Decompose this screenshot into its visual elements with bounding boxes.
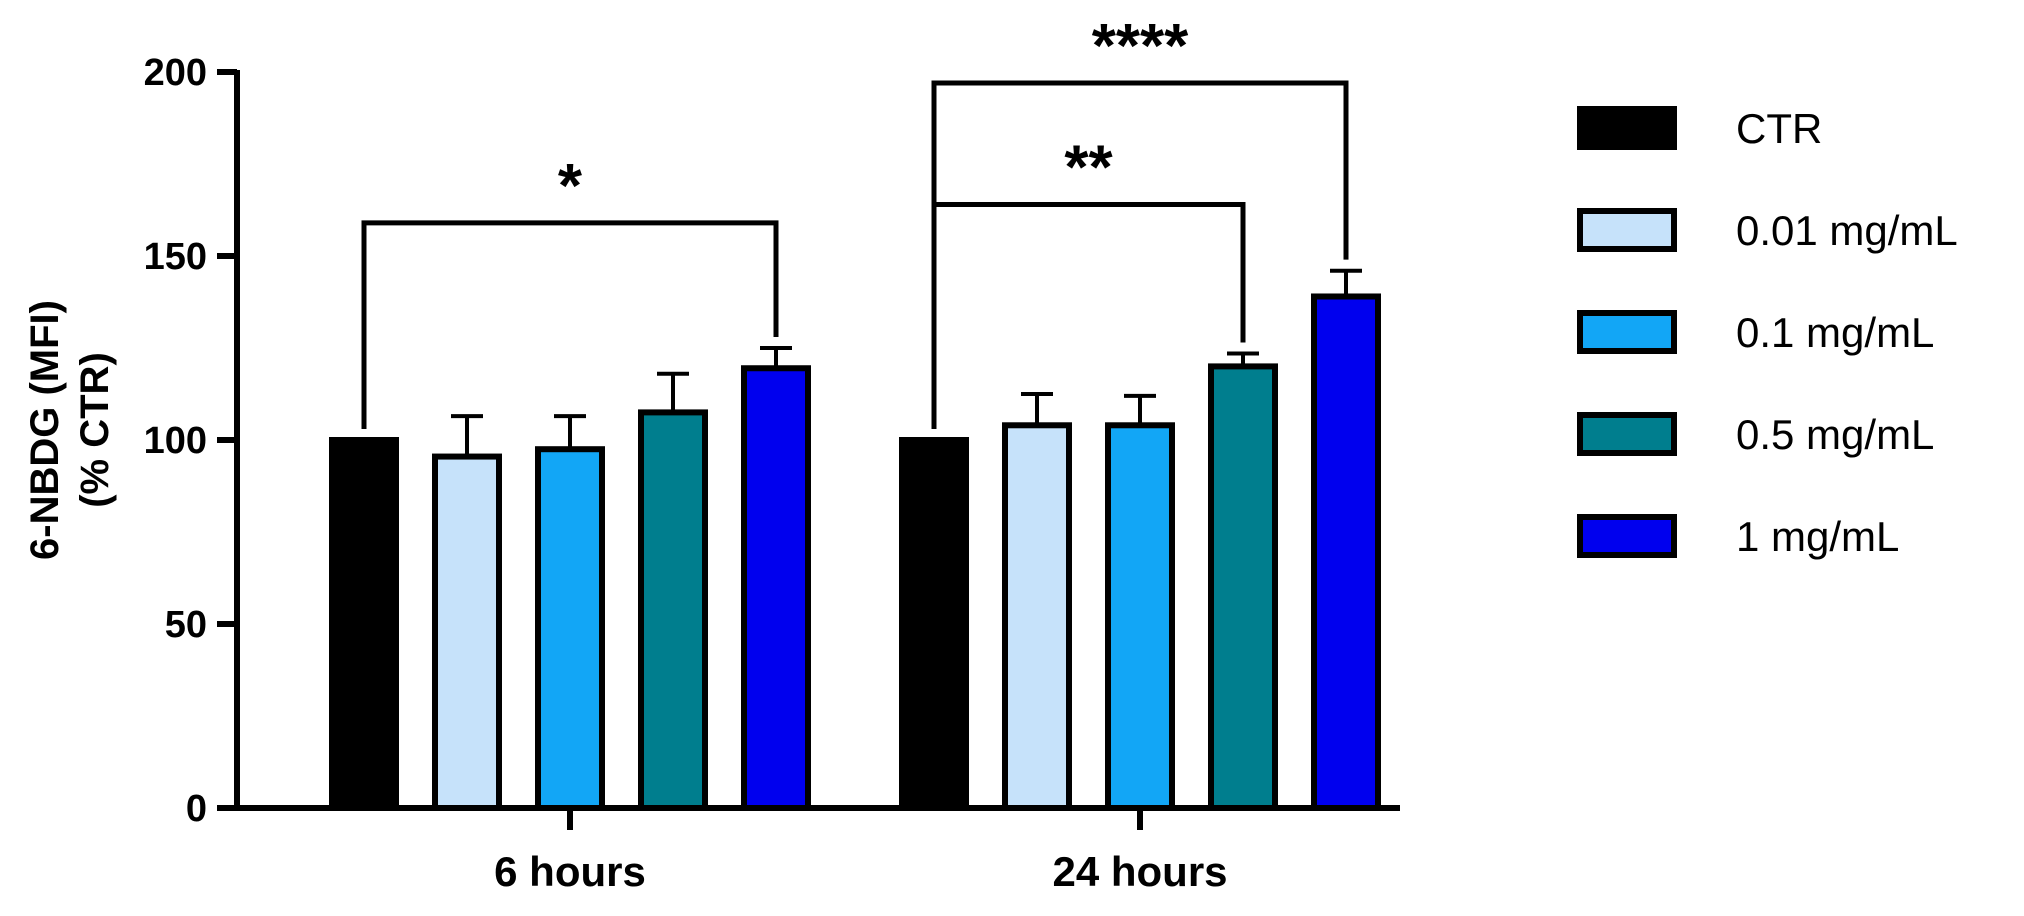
legend-label-2: 0.1 mg/mL <box>1736 309 1934 356</box>
x-tick-label-0: 6 hours <box>494 848 646 895</box>
bar-2-1 <box>1105 422 1175 811</box>
significance-label-1: ** <box>1064 133 1113 202</box>
bar-3-0 <box>638 409 708 811</box>
bar-1-0 <box>432 453 502 811</box>
significance-bracket-2 <box>931 80 1349 429</box>
bar-0-1 <box>899 437 969 811</box>
bar-4-1 <box>1311 293 1381 811</box>
legend-swatch-2 <box>1577 310 1677 354</box>
y-axis-title-line1: 6-NBDG (MFI) <box>23 300 67 560</box>
axes: 0 50 100 150 200 6 hours 24 hours <box>144 52 1400 895</box>
x-tick-label-1: 24 hours <box>1052 848 1227 895</box>
bar-3-1 <box>1208 363 1278 811</box>
bar-1-1 <box>1002 422 1072 811</box>
legend-label-3: 0.5 mg/mL <box>1736 411 1934 458</box>
significance-label-2: **** <box>1092 12 1189 81</box>
legend-label-0: CTR <box>1736 105 1822 152</box>
y-tick-label-200: 200 <box>144 52 207 94</box>
y-axis-title-line2: (% CTR) <box>73 352 117 508</box>
bar-0-0 <box>329 437 399 811</box>
legend: CTR 0.01 mg/mL 0.1 mg/mL 0.5 mg/mL 1 mg/mL <box>1577 105 1958 560</box>
significance-bracket-1 <box>931 201 1246 429</box>
y-tick-label-0: 0 <box>186 788 207 830</box>
significance-label-0: * <box>558 152 583 221</box>
bars <box>329 268 1381 811</box>
significance-bracket-0 <box>361 220 779 429</box>
legend-swatch-3 <box>1577 412 1677 456</box>
y-tick-label-150: 150 <box>144 236 207 278</box>
legend-swatch-4 <box>1577 514 1677 558</box>
y-tick-label-50: 50 <box>165 604 207 646</box>
bar-2-0 <box>535 446 605 811</box>
legend-label-1: 0.01 mg/mL <box>1736 207 1958 254</box>
legend-label-4: 1 mg/mL <box>1736 513 1899 560</box>
bar-4-0 <box>741 365 811 811</box>
y-axis-title: 6-NBDG (MFI) (% CTR) <box>23 300 117 560</box>
legend-swatch-0 <box>1577 106 1677 150</box>
significance-brackets: * ****** <box>361 12 1349 429</box>
legend-swatch-1 <box>1577 208 1677 252</box>
y-tick-label-100: 100 <box>144 420 207 462</box>
